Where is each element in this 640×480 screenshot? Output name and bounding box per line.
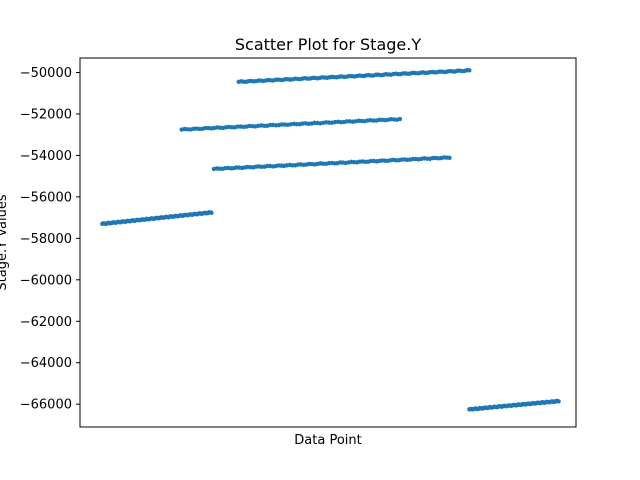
data-points [100,68,561,412]
y-tick-label: −56000 [20,190,72,205]
y-tick-label: −66000 [20,398,72,413]
data-point [447,155,452,161]
x-axis-label: Data Point [294,433,361,448]
y-axis-ticks: −50000 −52000 −54000 −56000 −58000 −60000 −620… [20,66,80,413]
y-tick-label: −58000 [20,232,72,247]
data-point [397,116,403,122]
data-point [556,399,561,404]
data-point [467,68,472,73]
y-tick-label: −54000 [20,149,72,164]
y-tick-label: −60000 [20,273,72,288]
y-tick-label: −50000 [20,66,72,81]
y-tick-label: −62000 [20,315,72,330]
y-tick-label: −64000 [20,356,72,371]
data-point [209,210,214,216]
chart-title: Scatter Plot for Stage.Y [235,35,421,54]
y-axis-label: Stage.Y Values [0,194,10,290]
y-tick-label: −52000 [20,107,72,122]
plot-area-frame [79,57,577,428]
